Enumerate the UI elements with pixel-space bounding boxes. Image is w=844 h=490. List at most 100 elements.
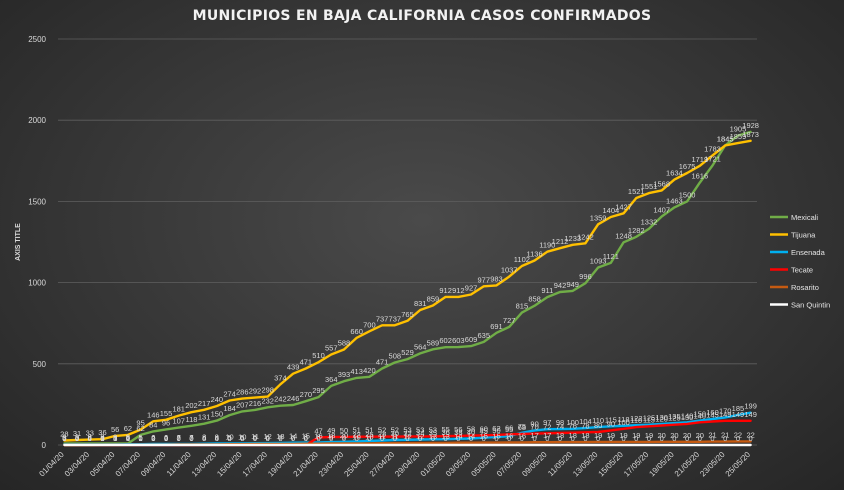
data-label-mexicali: 1905	[730, 125, 747, 134]
series-line-tijuana	[63, 139, 752, 442]
data-label-san-quintin: 0	[304, 434, 308, 443]
data-label-san-quintin: 0	[126, 434, 130, 443]
data-label-ensenada: 10	[238, 432, 246, 441]
x-tick-label: 11/04/20	[165, 450, 193, 478]
data-label-mexicali: 242	[274, 395, 287, 404]
x-tick-label: 15/05/20	[597, 450, 626, 479]
data-label-mexicali: 393	[338, 370, 351, 379]
data-label-san-quintin: 0	[533, 434, 537, 443]
data-label-tijuana: 1404	[603, 206, 620, 215]
data-label-mexicali: 1500	[679, 190, 696, 199]
legend-label-mexicali: Mexicali	[791, 213, 818, 222]
data-label-mexicali: 602	[439, 336, 452, 345]
data-label-rosarito: 19	[632, 431, 640, 440]
data-label-rosarito: 14	[467, 432, 475, 441]
data-label-san-quintin: 0	[113, 434, 117, 443]
data-label-mexicali: 207	[236, 400, 249, 409]
data-label-mexicali: 1332	[641, 218, 658, 227]
data-label-ensenada: 160	[706, 408, 719, 417]
data-label-rosarito: 1	[100, 434, 104, 443]
x-tick-label: 11/05/20	[546, 450, 574, 478]
data-label-ensenada: 38	[454, 428, 462, 437]
data-label-mexicali: 270	[300, 390, 313, 399]
data-label-san-quintin: 0	[634, 434, 638, 443]
data-label-tijuana: 737	[389, 314, 402, 323]
data-label-ensenada: 75	[518, 422, 526, 431]
data-label-ensenada: 199	[744, 402, 757, 411]
data-label-tijuana: 1037	[501, 266, 518, 275]
data-label-san-quintin: 0	[596, 434, 600, 443]
data-label-tecate: 125	[668, 414, 681, 423]
data-label-tijuana: 181	[172, 405, 185, 414]
data-label-tecate: 120	[655, 415, 668, 424]
data-label-rosarito: 19	[594, 431, 602, 440]
data-label-san-quintin: 0	[177, 434, 181, 443]
data-label-rosarito: 15	[492, 432, 500, 441]
data-label-san-quintin: 0	[380, 434, 384, 443]
data-label-tecate: 0	[88, 434, 92, 443]
data-label-san-quintin: 0	[405, 434, 409, 443]
data-label-rosarito: 4	[202, 433, 206, 442]
data-label-ensenada: 170	[719, 406, 732, 415]
legend-label-tijuana: Tijuana	[791, 231, 816, 240]
x-tick-label: 29/04/20	[393, 450, 422, 479]
data-label-mexicali: 107	[172, 417, 185, 426]
data-label-ensenada: 7	[189, 433, 193, 442]
data-label-ensenada: 122	[630, 414, 643, 423]
data-label-tecate: 0	[113, 434, 117, 443]
data-label-tecate: 0	[291, 434, 295, 443]
data-label-ensenada: 97	[543, 418, 551, 427]
data-label-ensenada: 28	[378, 429, 386, 438]
data-label-san-quintin: 0	[583, 434, 587, 443]
data-label-san-quintin: 0	[75, 434, 79, 443]
data-label-san-quintin: 0	[736, 434, 740, 443]
data-label-rosarito: 0	[75, 434, 79, 443]
data-label-tecate: 130	[681, 413, 694, 422]
data-label-tecate: 0	[126, 434, 130, 443]
data-label-rosarito: 21	[708, 431, 716, 440]
data-label-tecate: 51	[352, 426, 360, 435]
data-label-san-quintin: 0	[545, 434, 549, 443]
data-label-tecate: 68	[518, 423, 526, 432]
data-label-tijuana: 927	[465, 283, 478, 292]
data-label-mexicali: 815	[516, 302, 529, 311]
data-label-tijuana: 912	[439, 286, 452, 295]
data-label-mexicali: 471	[376, 358, 389, 367]
data-label-tijuana: 737	[376, 314, 389, 323]
data-label-rosarito: 18	[556, 431, 564, 440]
data-label-rosarito: 1	[113, 434, 117, 443]
data-label-tecate: 52	[391, 426, 399, 435]
data-label-tijuana: 217	[198, 399, 211, 408]
data-label-ensenada: 100	[566, 418, 579, 427]
x-tick-label: 19/05/20	[647, 450, 676, 479]
data-label-mexicali: 529	[401, 348, 414, 357]
data-label-san-quintin: 0	[647, 434, 651, 443]
data-label-tijuana: 977	[477, 275, 490, 284]
data-label-rosarito: 13	[441, 432, 449, 441]
data-label-tijuana: 56	[111, 425, 119, 434]
data-label-tecate: 90	[607, 419, 615, 428]
data-label-tecate: 56	[454, 425, 462, 434]
data-label-tijuana: 1190	[539, 241, 555, 250]
x-tick-label: 03/05/20	[444, 450, 473, 479]
data-label-rosarito: 19	[645, 431, 653, 440]
data-label-rosarito: 16	[518, 431, 526, 440]
x-tick-label: 09/04/20	[139, 450, 168, 479]
data-label-ensenada: 3	[62, 434, 66, 443]
data-label-tijuana: 660	[350, 327, 363, 336]
x-tick-label: 07/05/20	[495, 450, 524, 479]
x-tick-label: 13/04/20	[190, 450, 219, 479]
data-label-mexicali: 996	[579, 272, 592, 281]
legend-label-rosarito: Rosarito	[791, 283, 819, 292]
x-tick-label: 05/04/20	[88, 450, 117, 479]
data-label-tecate: 0	[177, 434, 181, 443]
data-label-san-quintin: 0	[342, 434, 346, 443]
data-label-tijuana: 36	[98, 428, 106, 437]
data-label-mexicali: 1616	[691, 172, 708, 181]
data-label-ensenada: 135	[668, 412, 681, 421]
data-label-tecate: 58	[467, 425, 475, 434]
data-label-ensenada: 130	[655, 413, 668, 422]
x-tick-label: 23/04/20	[317, 450, 346, 479]
data-label-rosarito: 1	[126, 434, 130, 443]
data-label-ensenada: 34	[416, 428, 424, 437]
